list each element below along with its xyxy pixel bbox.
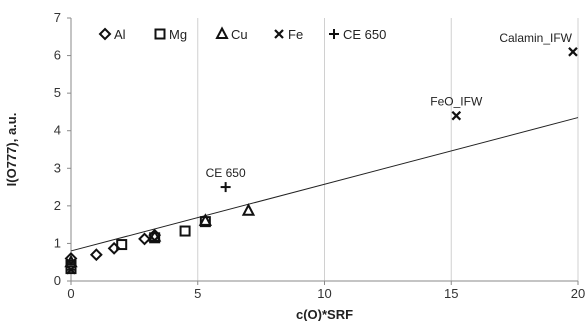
point-al xyxy=(89,248,103,262)
x-stroke xyxy=(568,47,578,57)
y-axis-title: I(O777), a.u. xyxy=(4,113,19,187)
x-tick-label: 5 xyxy=(194,286,201,301)
y-tick-label: 0 xyxy=(54,273,61,288)
point-cu xyxy=(241,203,256,216)
legend-label: CE 650 xyxy=(343,27,386,42)
y-tick-label: 7 xyxy=(54,10,61,25)
x-axis-title: c(O)*SRF xyxy=(296,307,353,321)
x-tick-label: 20 xyxy=(571,286,585,301)
x-tick-label: 15 xyxy=(444,286,458,301)
y-tick-label: 3 xyxy=(54,160,61,175)
point-ce-650 xyxy=(220,182,231,193)
legend-marker xyxy=(215,26,229,39)
annotation-label: Calamin_IFW xyxy=(499,31,572,45)
axes xyxy=(67,17,579,285)
point-fe xyxy=(568,47,578,57)
x-stroke xyxy=(66,264,76,275)
tick-labels: 0 1 2 3 4 5 6 7 0 5 10 15 20 xyxy=(54,10,585,301)
data-points xyxy=(64,47,578,275)
annotation-label: FeO_IFW xyxy=(430,95,483,109)
y-tick-label: 5 xyxy=(54,85,61,100)
point-cu xyxy=(147,229,162,242)
point-fe xyxy=(451,110,462,121)
legend-label: Al xyxy=(114,27,126,42)
point-fe xyxy=(66,264,76,275)
legend-marker xyxy=(329,29,339,39)
gridlines xyxy=(197,18,579,281)
annotation-label: CE 650 xyxy=(206,166,246,180)
y-tick-label: 6 xyxy=(54,48,61,63)
x-stroke xyxy=(451,110,462,121)
point-mg xyxy=(179,225,191,237)
point-mg xyxy=(116,239,128,251)
point-cu xyxy=(64,254,78,268)
x-tick-label: 0 xyxy=(67,286,74,301)
point-al xyxy=(138,232,151,246)
point-annotations: Calamin_IFW FeO_IFW CE 650 xyxy=(206,31,573,180)
y-tick-label: 4 xyxy=(54,123,61,138)
legend-marker xyxy=(98,27,112,41)
x-stroke xyxy=(274,29,284,39)
legend-label: Fe xyxy=(288,27,303,42)
legend-label: Mg xyxy=(169,27,187,42)
linear-trendline xyxy=(70,117,579,252)
legend-marker xyxy=(274,29,284,39)
x-tick-label: 10 xyxy=(317,286,331,301)
legend-marker xyxy=(154,28,166,40)
point-cu xyxy=(198,213,213,226)
y-tick-label: 2 xyxy=(54,198,61,213)
legend-label: Cu xyxy=(231,27,248,42)
y-tick-label: 1 xyxy=(54,235,61,250)
legend: Al Mg Cu Fe CE 650 xyxy=(98,26,386,42)
